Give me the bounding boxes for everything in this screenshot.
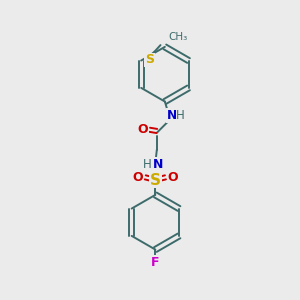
Text: H: H bbox=[176, 109, 185, 122]
Text: O: O bbox=[138, 123, 148, 136]
Text: N: N bbox=[152, 158, 163, 171]
Text: S: S bbox=[150, 172, 161, 188]
Text: H: H bbox=[143, 158, 152, 171]
Text: F: F bbox=[151, 256, 160, 268]
Text: O: O bbox=[132, 170, 143, 184]
Text: O: O bbox=[168, 170, 178, 184]
Text: N: N bbox=[167, 109, 177, 122]
Text: CH₃: CH₃ bbox=[168, 32, 187, 41]
Text: S: S bbox=[145, 53, 154, 66]
